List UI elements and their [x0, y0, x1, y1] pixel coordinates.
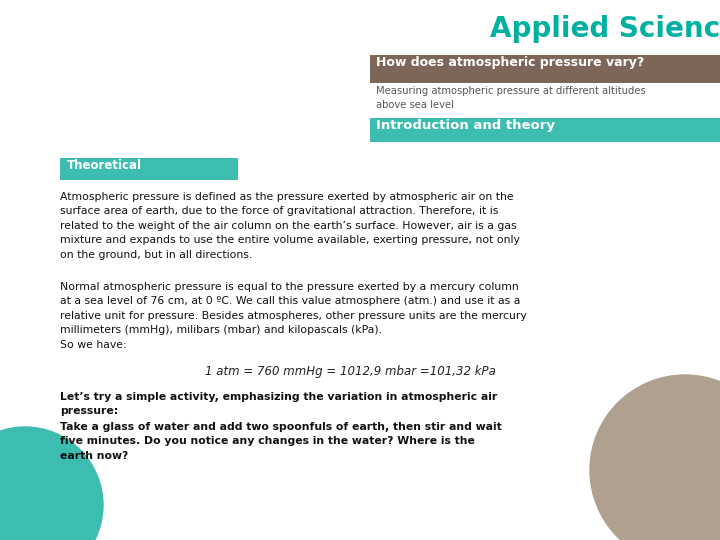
- Text: Normal atmospheric pressure is equal to the pressure exerted by a mercury column: Normal atmospheric pressure is equal to …: [60, 282, 527, 349]
- Text: Atmospheric pressure is defined as the pressure exerted by atmospheric air on th: Atmospheric pressure is defined as the p…: [60, 192, 520, 260]
- Text: Theoretical: Theoretical: [67, 159, 142, 172]
- Circle shape: [590, 375, 720, 540]
- Text: 1 atm = 760 mmHg = 1012,9 mbar =101,32 kPa: 1 atm = 760 mmHg = 1012,9 mbar =101,32 k…: [204, 365, 495, 378]
- Text: Let’s try a simple activity, emphasizing the variation in atmospheric air
pressu: Let’s try a simple activity, emphasizing…: [60, 392, 498, 416]
- Text: Applied Sciences: Applied Sciences: [490, 15, 720, 43]
- Text: Measuring atmospheric pressure at different altitudes
above sea level: Measuring atmospheric pressure at differ…: [376, 86, 646, 110]
- Text: Take a glass of water and add two spoonfuls of earth, then stir and wait
five mi: Take a glass of water and add two spoonf…: [60, 422, 502, 461]
- Text: Introduction and theory: Introduction and theory: [376, 119, 555, 132]
- Text: How does atmospheric pressure vary?: How does atmospheric pressure vary?: [376, 56, 644, 69]
- Circle shape: [0, 427, 103, 540]
